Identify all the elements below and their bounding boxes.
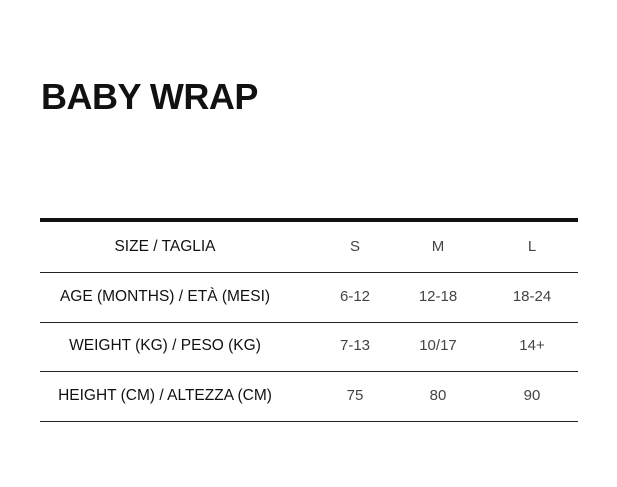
cell-value: L	[527, 238, 537, 255]
cell-value: 80	[429, 387, 447, 405]
cell-value: 75	[346, 387, 364, 405]
row-divider	[40, 421, 578, 423]
cell-value: 18-24	[512, 287, 552, 305]
row-divider	[40, 272, 578, 273]
cell-value: 10/17	[419, 337, 457, 355]
cell-value: 12-18	[418, 287, 458, 305]
cell-value: 7-13	[339, 337, 371, 355]
row-label: WEIGHT (KG) / PESO (KG)	[69, 337, 261, 355]
row-label: HEIGHT (CM) / ALTEZZA (CM)	[58, 387, 272, 405]
table-top-rule	[40, 218, 578, 222]
row-label: SIZE / TAGLIA	[114, 238, 216, 255]
row-label: AGE (MONTHS) / ETÀ (MESI)	[59, 287, 271, 305]
cell-value: 14+	[519, 337, 545, 355]
cell-value: 6-12	[339, 287, 371, 305]
row-divider	[40, 321, 578, 323]
cell-value: M	[431, 238, 445, 255]
row-divider	[40, 371, 578, 373]
cell-value: S	[349, 238, 360, 255]
title: BABY WRAP	[41, 76, 258, 117]
cell-value: 90	[523, 387, 541, 405]
